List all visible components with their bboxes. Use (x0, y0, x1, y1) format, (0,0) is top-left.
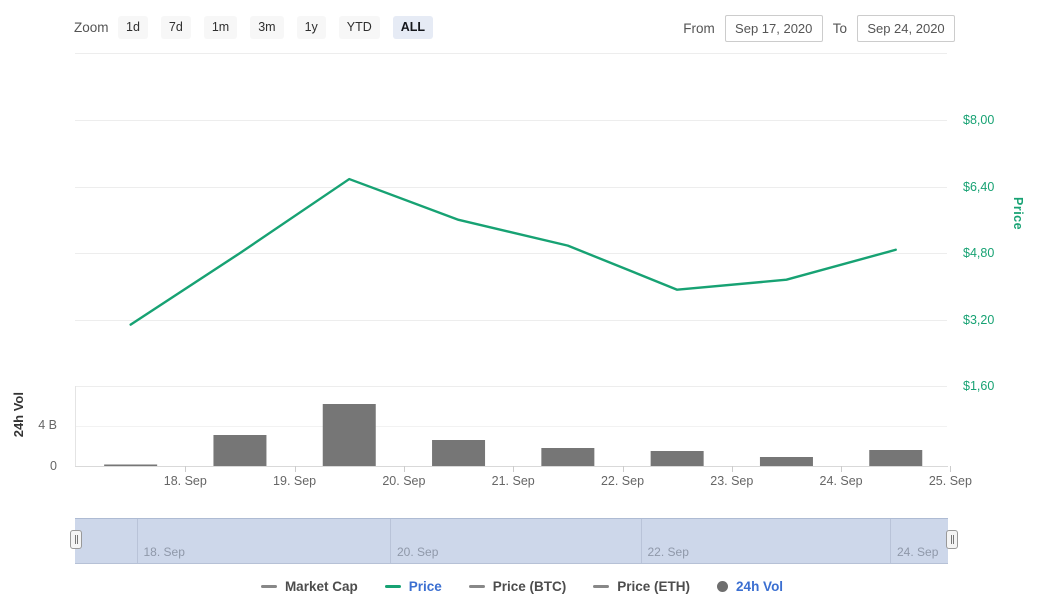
gridline (75, 120, 947, 121)
legend-item-label: 24h Vol (736, 579, 784, 594)
volume-bar[interactable] (650, 451, 704, 466)
from-label: From (683, 21, 715, 36)
zoom-button-1d[interactable]: 1d (118, 16, 148, 39)
volume-bar[interactable] (213, 435, 267, 466)
price-axis-title: Price (1011, 197, 1025, 231)
navigator-grid-line (640, 519, 642, 563)
zoom-label: Zoom (74, 20, 109, 35)
x-axis-tick (294, 466, 296, 472)
gridline (75, 386, 947, 387)
legend-marker-line (260, 585, 277, 588)
navigator-grid-line (890, 519, 891, 563)
price-axis-label: $6,40 (963, 179, 995, 194)
legend-item-label: Price (408, 579, 442, 594)
volume-bar[interactable] (322, 404, 376, 466)
from-date-input[interactable] (724, 15, 823, 42)
chart-toolbar: Zoom 1d 7d 1m 3m 1y YTD ALL From To (0, 14, 1044, 42)
legend-marker-line (593, 585, 610, 588)
navigator-label: 18. Sep (143, 545, 185, 559)
gridline (75, 253, 947, 254)
zoom-button-1y[interactable]: 1y (296, 16, 326, 39)
legend-marker-circle (717, 581, 729, 592)
x-axis-label: 21. Sep (491, 474, 535, 488)
chart-legend: Market Cap Price Price (BTC) Price (ETH) 24h… (0, 579, 1044, 594)
zoom-button-all[interactable]: ALL (392, 16, 434, 39)
gridline (75, 53, 947, 54)
legend-item-label: Market Cap (284, 579, 358, 594)
x-axis-label: 18. Sep (163, 474, 207, 488)
volume-axis-label: 4 B (38, 418, 57, 432)
zoom-button-group: 1d 7d 1m 3m 1y YTD ALL (118, 16, 434, 39)
x-axis-tick (185, 466, 187, 472)
navigator-label: 20. Sep (397, 545, 439, 559)
navigator-label: 22. Sep (647, 545, 689, 559)
volume-bar[interactable] (432, 440, 486, 466)
x-axis-tick (622, 466, 624, 472)
legend-item-price-eth-[interactable]: Price (ETH) (593, 579, 690, 594)
zoom-button-3m[interactable]: 3m (250, 16, 284, 39)
x-axis-label: 20. Sep (382, 474, 426, 488)
range-navigator[interactable]: 18. Sep 20. Sep 22. Sep 24. Sep (75, 518, 948, 564)
navigator-label: 24. Sep (897, 545, 939, 559)
legend-item-price-btc-[interactable]: Price (BTC) (468, 579, 567, 594)
date-range-group: From To (683, 15, 955, 42)
x-axis-tick (841, 466, 843, 472)
x-axis-label: 22. Sep (600, 474, 645, 488)
to-label: To (832, 21, 847, 36)
legend-marker-line (384, 585, 401, 588)
to-date-input[interactable] (857, 15, 955, 42)
legend-item-label: Price (ETH) (617, 579, 691, 594)
price-axis-label: $1,60 (963, 378, 995, 393)
zoom-button-1m[interactable]: 1m (203, 16, 238, 39)
volume-bar[interactable] (759, 457, 813, 466)
x-axis-tick (731, 466, 733, 472)
navigator-grid-line (136, 519, 138, 563)
x-axis-label: 25. Sep (928, 474, 972, 488)
legend-item-market-cap[interactable]: Market Cap (260, 579, 358, 594)
x-axis-label: 19. Sep (273, 474, 317, 488)
gridline (75, 186, 947, 188)
volume-pane-border (75, 386, 76, 466)
x-axis-label: 24. Sep (819, 474, 863, 488)
navigator-grid-line (390, 519, 391, 563)
gridline (75, 319, 947, 321)
price-line[interactable] (129, 177, 897, 326)
price-axis-label: $8,00 (963, 113, 995, 127)
price-axis-label: $4,80 (963, 246, 995, 260)
x-axis-label: 23. Sep (710, 474, 754, 488)
navigator-right-handle[interactable] (946, 530, 958, 549)
zoom-button-7d[interactable]: 7d (160, 16, 191, 39)
volume-axis-label: 0 (50, 459, 57, 473)
navigator-left-handle[interactable] (70, 530, 82, 549)
legend-item-24h-vol[interactable]: 24h Vol (717, 579, 783, 594)
x-axis-tick (950, 466, 952, 472)
volume-bar[interactable] (541, 448, 595, 466)
x-axis-tick (513, 466, 515, 472)
volume-bar[interactable] (104, 464, 158, 467)
price-axis-label: $3,20 (963, 312, 995, 327)
zoom-button-ytd[interactable]: YTD (338, 16, 380, 39)
x-axis-line (75, 466, 948, 467)
gridline (75, 425, 947, 427)
legend-item-price[interactable]: Price (384, 579, 442, 594)
legend-item-label: Price (BTC) (492, 579, 567, 594)
x-axis-tick (403, 466, 405, 472)
legend-marker-line (468, 585, 485, 588)
volume-bar[interactable] (869, 450, 923, 466)
